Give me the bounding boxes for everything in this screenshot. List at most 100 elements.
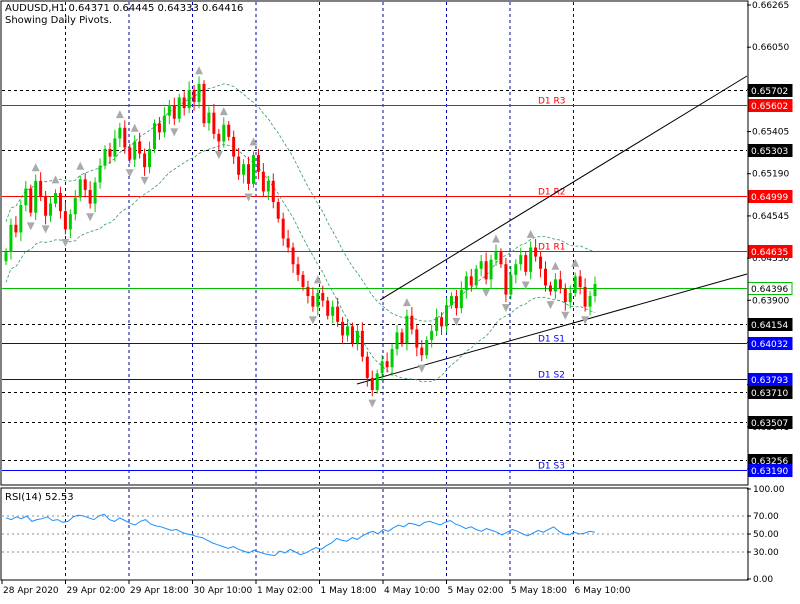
candle-body — [321, 293, 325, 301]
candle-body — [222, 124, 226, 142]
candle-body — [415, 329, 419, 348]
candle-body — [375, 373, 379, 391]
candle-body — [499, 252, 503, 265]
pivot-label: D1 R1 — [538, 243, 566, 253]
candle-body — [469, 276, 473, 286]
candle-body — [182, 97, 186, 109]
level-lines: D1 R3 D1 R2 D1 R1 D1 S1 D1 S2 D1 S3 — [2, 90, 747, 472]
price-tick-label: 0.66265 — [752, 1, 789, 11]
rsi-line — [5, 513, 596, 557]
fractal-down-marker — [170, 128, 179, 137]
candle-body — [261, 171, 265, 192]
candle-body — [271, 180, 275, 203]
candle-body — [251, 155, 255, 184]
candle-body — [350, 326, 354, 344]
candle-body — [148, 149, 152, 168]
candle-body — [316, 293, 320, 307]
candle-body — [539, 256, 543, 269]
fractal-up-marker — [402, 298, 411, 307]
candle-body — [9, 224, 13, 253]
fractal-down-marker — [308, 316, 317, 325]
candle-body — [207, 112, 211, 124]
fractal-down-marker — [561, 311, 570, 320]
fractal-down-marker — [581, 316, 590, 325]
candle-body — [464, 276, 468, 290]
candle-body — [341, 321, 345, 336]
fractal-down-marker — [140, 176, 149, 185]
candle-body — [445, 305, 449, 327]
candle-body — [187, 89, 191, 109]
main-panel-border — [0, 0, 749, 486]
candle-body — [489, 259, 493, 280]
fractal-down-marker — [482, 289, 491, 298]
candle-body — [504, 264, 508, 295]
candle-body — [143, 153, 147, 168]
fractal-up-marker — [31, 163, 40, 172]
time-label: 28 Apr 2020 — [3, 586, 59, 596]
candle-body — [286, 238, 290, 248]
price-axis: 0.662650.660500.658300.654050.651900.645… — [747, 1, 793, 585]
candle-body — [177, 97, 181, 119]
candle-body — [355, 330, 359, 344]
fractal-down-marker — [26, 222, 35, 231]
candle-body — [593, 283, 597, 297]
chart-header-quote: AUDUSD,H1 0.64371 0.64445 0.64333 0.6441… — [5, 3, 243, 14]
candles — [4, 66, 597, 408]
fractal-down-marker — [546, 301, 555, 310]
candle-body — [331, 306, 335, 316]
fractal-down-marker — [521, 281, 530, 290]
candle-body — [108, 149, 112, 157]
fractal-up-marker — [249, 137, 258, 146]
fractal-down-marker — [125, 169, 134, 178]
candle-body — [162, 115, 166, 133]
candle-body — [73, 197, 77, 215]
fractal-down-marker — [61, 239, 70, 247]
fractal-down-marker — [214, 151, 223, 160]
fractal-down-marker — [41, 225, 50, 234]
price-tick-label: 0.64330 — [752, 254, 789, 264]
candle-body — [449, 296, 453, 306]
candle-body — [63, 211, 67, 230]
price-tag-label: 0.63256 — [751, 457, 788, 467]
candle-body — [212, 112, 216, 134]
time-label: 29 Apr 02:00 — [67, 586, 126, 596]
price-tag-label: 0.64999 — [751, 193, 788, 203]
candle-body — [494, 252, 498, 260]
candle-body — [123, 127, 127, 148]
candle-body — [78, 179, 82, 198]
fractal-up-marker — [51, 175, 60, 184]
candle-body — [157, 123, 161, 133]
candle-body — [435, 317, 439, 331]
candle-body — [529, 247, 533, 272]
price-tag-label: 0.65702 — [751, 87, 788, 97]
time-label: 1 May 02:00 — [257, 586, 313, 596]
rsi-tick-label: 0.00 — [753, 575, 773, 585]
candle-body — [558, 279, 562, 289]
candle-body — [346, 326, 350, 336]
time-label: 4 May 10:00 — [384, 586, 440, 596]
candle-body — [568, 293, 572, 303]
fractal-down-marker — [417, 364, 426, 373]
price-tick-label: 0.65405 — [752, 128, 789, 138]
candle-body — [311, 296, 315, 307]
candle-body — [573, 276, 577, 294]
candle-body — [534, 247, 538, 257]
candle-body — [118, 127, 122, 139]
candle-body — [548, 285, 552, 292]
candle-body — [553, 279, 557, 292]
price-tick-label: 0.65190 — [752, 170, 789, 180]
candle-body — [58, 192, 62, 212]
candle-body — [385, 361, 389, 368]
price-tick-label: 0.66050 — [752, 43, 789, 53]
price-tag-label: 0.65602 — [751, 102, 788, 112]
candle-body — [247, 164, 251, 184]
candle-body — [544, 268, 548, 286]
candle-body — [152, 123, 156, 150]
candle-body — [420, 347, 424, 356]
price-tag-label: 0.63710 — [751, 389, 788, 399]
candle-body — [370, 377, 374, 391]
candle-body — [192, 89, 196, 103]
fractal-down-marker — [452, 317, 461, 326]
candle-body — [405, 315, 409, 344]
